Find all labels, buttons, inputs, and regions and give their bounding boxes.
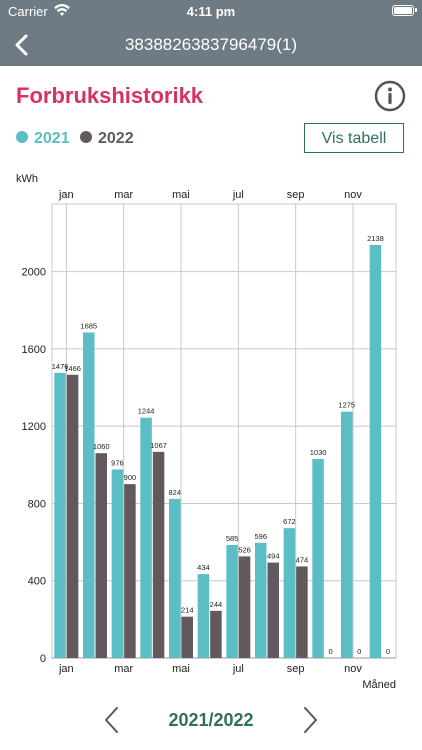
x-axis-label: Måned [362, 679, 396, 691]
x-tick-label-top: jan [58, 189, 74, 201]
bar-2022-jan [66, 374, 79, 658]
legend-dot-2021 [16, 131, 28, 144]
bar-2022-mar [124, 484, 136, 658]
data-label: 474 [296, 555, 309, 564]
status-bar: Carrier 4:11 pm [0, 0, 422, 24]
chevron-right-icon [304, 707, 317, 733]
data-label: 0 [357, 647, 361, 656]
data-label: 1476 [52, 362, 69, 371]
next-period-button[interactable] [300, 706, 320, 739]
x-tick-label-bottom: mai [172, 663, 190, 675]
bar-2022-feb [95, 453, 107, 658]
legend-label-2021: 2021 [34, 130, 70, 147]
data-label: 1466 [64, 364, 81, 373]
y-axis-label: kWh [16, 173, 38, 185]
bar-2021-jan [54, 372, 66, 658]
carrier-label: Carrier [8, 4, 48, 19]
x-tick-label-bottom: sep [287, 663, 305, 675]
clock: 4:11 pm [186, 4, 236, 19]
bar-2021-feb [83, 332, 95, 658]
navigation-bar: 3838826383796479(1) [0, 24, 422, 66]
data-label: 1030 [310, 448, 327, 457]
bar-2021-sep [283, 528, 296, 658]
vis-tabell-button[interactable]: Vis tabell [304, 123, 404, 153]
x-tick-label-bottom: mar [114, 663, 133, 675]
x-tick-label-top: jul [232, 189, 244, 201]
bar-2021-jul [226, 544, 238, 658]
x-tick-label-top: nov [344, 189, 362, 201]
info-button[interactable] [374, 80, 406, 112]
x-tick-label-top: sep [287, 189, 305, 201]
bar-2021-aug [255, 542, 267, 658]
bar-2021-mar [111, 469, 124, 658]
data-label: 1067 [150, 441, 167, 450]
data-label: 434 [197, 563, 210, 572]
y-tick-label: 0 [40, 653, 46, 665]
y-tick-label: 2000 [22, 267, 46, 279]
x-tick-label-top: mar [114, 189, 133, 201]
data-label: 244 [210, 600, 223, 609]
y-tick-label: 1600 [22, 344, 46, 356]
bar-2022-aug [267, 562, 279, 658]
bar-2022-jul [238, 556, 251, 658]
y-tick-label: 400 [28, 576, 46, 588]
legend-item-2021[interactable]: 2021 [16, 130, 70, 148]
legend-dot-2022 [80, 131, 92, 144]
bar-2021-okt [312, 459, 324, 658]
wifi-icon [54, 3, 70, 20]
battery-icon [392, 5, 417, 16]
chevron-left-icon [105, 707, 118, 733]
bar-2022-apr [152, 451, 165, 658]
data-label: 1275 [338, 401, 355, 410]
x-tick-label-bottom: jul [232, 663, 244, 675]
bar-2021-mai [169, 498, 181, 658]
data-label: 976 [111, 458, 124, 467]
data-label: 0 [386, 647, 390, 656]
page-title: Forbrukshistorikk [16, 83, 204, 108]
data-label: 1685 [80, 321, 97, 330]
previous-period-button[interactable] [102, 706, 122, 739]
data-label: 0 [328, 647, 332, 656]
data-label: 672 [283, 517, 296, 526]
y-tick-label: 800 [28, 498, 46, 510]
data-label: 2138 [367, 234, 384, 243]
bar-2022-sep [296, 566, 308, 658]
bar-2022-jun [210, 610, 222, 658]
legend-label-2022: 2022 [98, 130, 134, 147]
y-tick-label: 1200 [22, 421, 46, 433]
data-label: 900 [124, 473, 137, 482]
x-tick-label-top: mai [172, 189, 190, 201]
data-label: 585 [226, 534, 239, 543]
info-icon [374, 80, 406, 112]
bar-2021-des [369, 244, 382, 658]
data-label: 596 [254, 532, 267, 541]
bar-2022-mai [181, 616, 193, 658]
legend-item-2022[interactable]: 2022 [80, 130, 134, 148]
consumption-chart: 0 400 800 1200 1600 2000 jan jan mar mar mai mai jul… [16, 173, 397, 691]
data-label: 1060 [93, 442, 110, 451]
chevron-left-icon [15, 34, 28, 56]
period-label: 2021/2022 [168, 710, 254, 730]
data-label: 494 [267, 552, 280, 561]
period-selector: 2021/2022 [0, 700, 422, 740]
bar-2021-apr [140, 417, 152, 658]
data-label: 824 [168, 488, 181, 497]
bar-2021-jun [197, 574, 210, 658]
bar-2021-nov [341, 411, 353, 658]
data-label: 1244 [138, 407, 155, 416]
data-label: 214 [181, 606, 194, 615]
nav-title: 3838826383796479(1) [124, 35, 298, 54]
back-button[interactable] [10, 32, 36, 58]
data-label: 526 [238, 545, 251, 554]
x-tick-label-bottom: jan [58, 663, 74, 675]
x-tick-label-bottom: nov [344, 663, 362, 675]
